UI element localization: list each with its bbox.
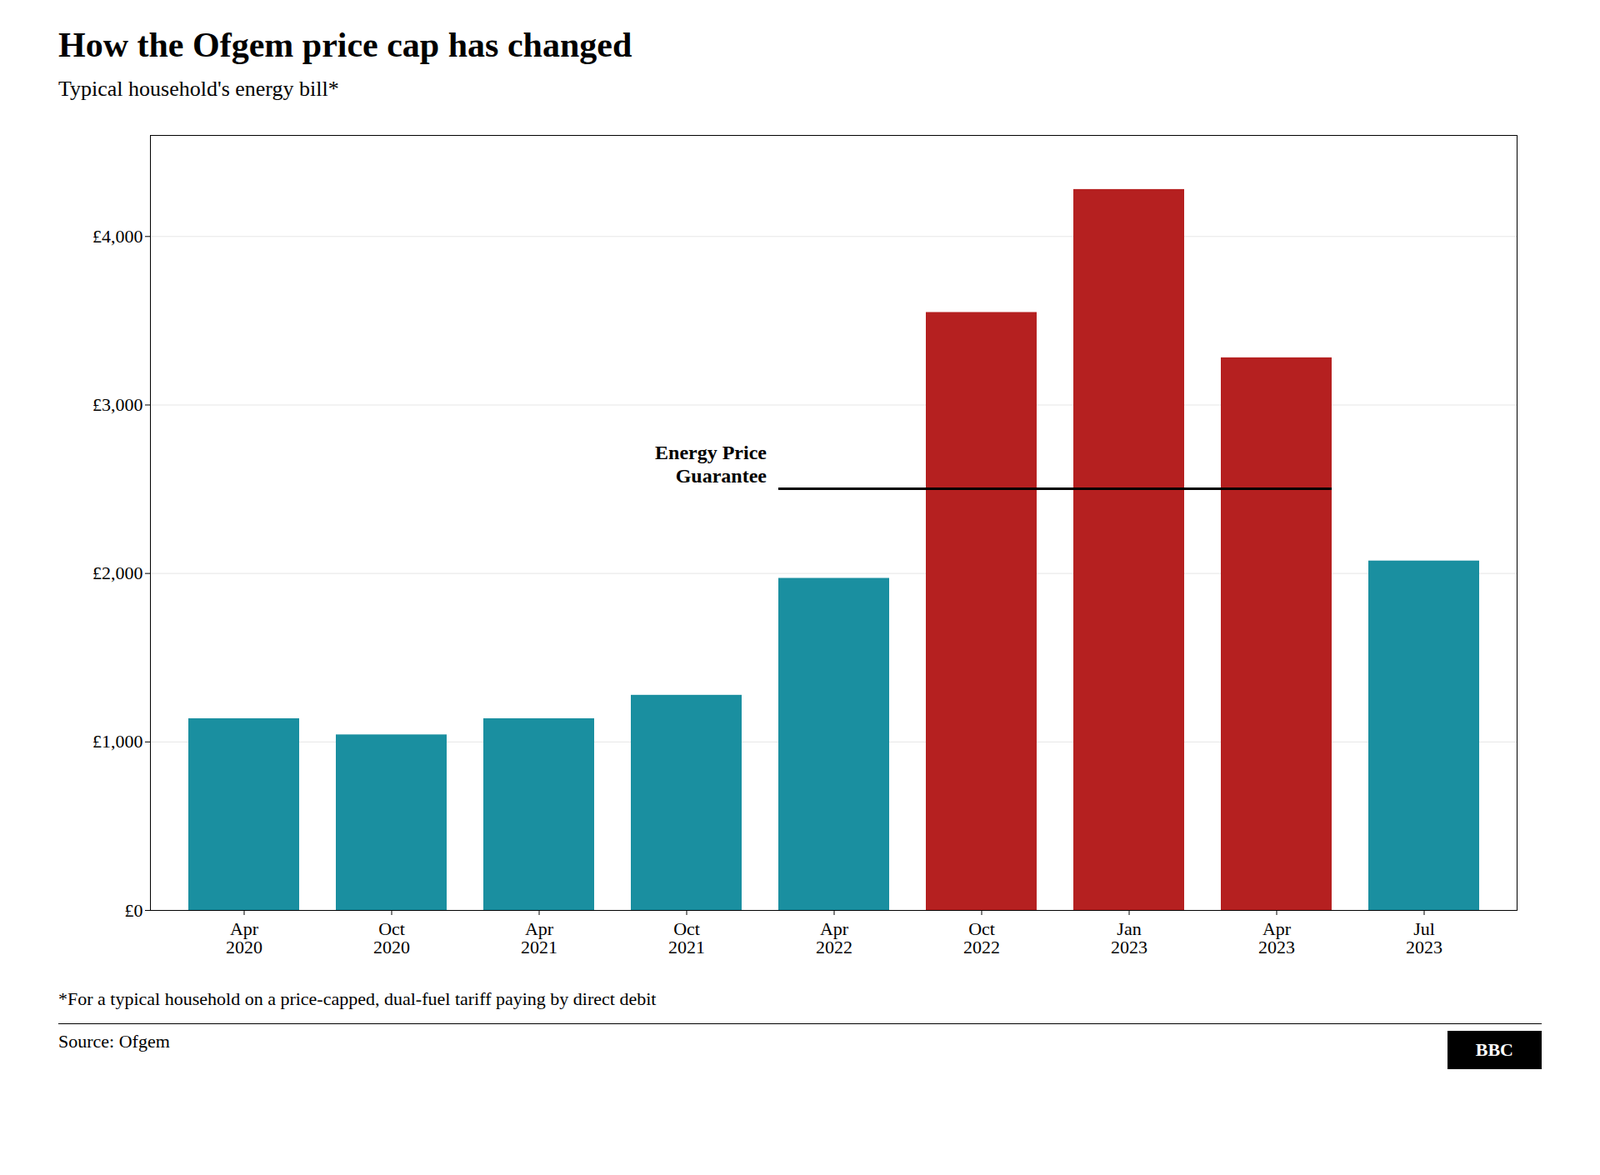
svg-text:£3,000: £3,000 bbox=[92, 394, 144, 415]
svg-text:Oct2021: Oct2021 bbox=[668, 918, 705, 958]
svg-text:Jan2023: Jan2023 bbox=[1110, 918, 1148, 958]
svg-text:Oct2022: Oct2022 bbox=[963, 918, 1000, 958]
svg-text:Oct2020: Oct2020 bbox=[373, 918, 410, 958]
svg-text:Apr2022: Apr2022 bbox=[815, 918, 853, 958]
svg-text:Energy PriceGuarantee: Energy PriceGuarantee bbox=[655, 441, 767, 487]
html-text:Source: Ofgem: Source: Ofgem bbox=[58, 1030, 170, 1052]
html-text:Typical household's energy bil: Typical household's energy bill* bbox=[58, 76, 339, 101]
svg-text:Apr2021: Apr2021 bbox=[520, 918, 558, 958]
svg-text:Jul2023: Jul2023 bbox=[1405, 918, 1443, 958]
svg-text:£1,000: £1,000 bbox=[92, 730, 144, 752]
html-text:BBC: BBC bbox=[1475, 1039, 1514, 1060]
svg-text:Apr2023: Apr2023 bbox=[1258, 918, 1295, 958]
html-text:How the Ofgem price cap has ch: How the Ofgem price cap has changed bbox=[58, 25, 632, 65]
svg-text:Apr2020: Apr2020 bbox=[225, 918, 263, 958]
svg-text:£2,000: £2,000 bbox=[92, 562, 144, 584]
html-text:*For a typical household on a: *For a typical household on a price-capp… bbox=[58, 988, 657, 1010]
svg-text:£4,000: £4,000 bbox=[92, 225, 144, 247]
svg-text:£0: £0 bbox=[125, 900, 144, 921]
